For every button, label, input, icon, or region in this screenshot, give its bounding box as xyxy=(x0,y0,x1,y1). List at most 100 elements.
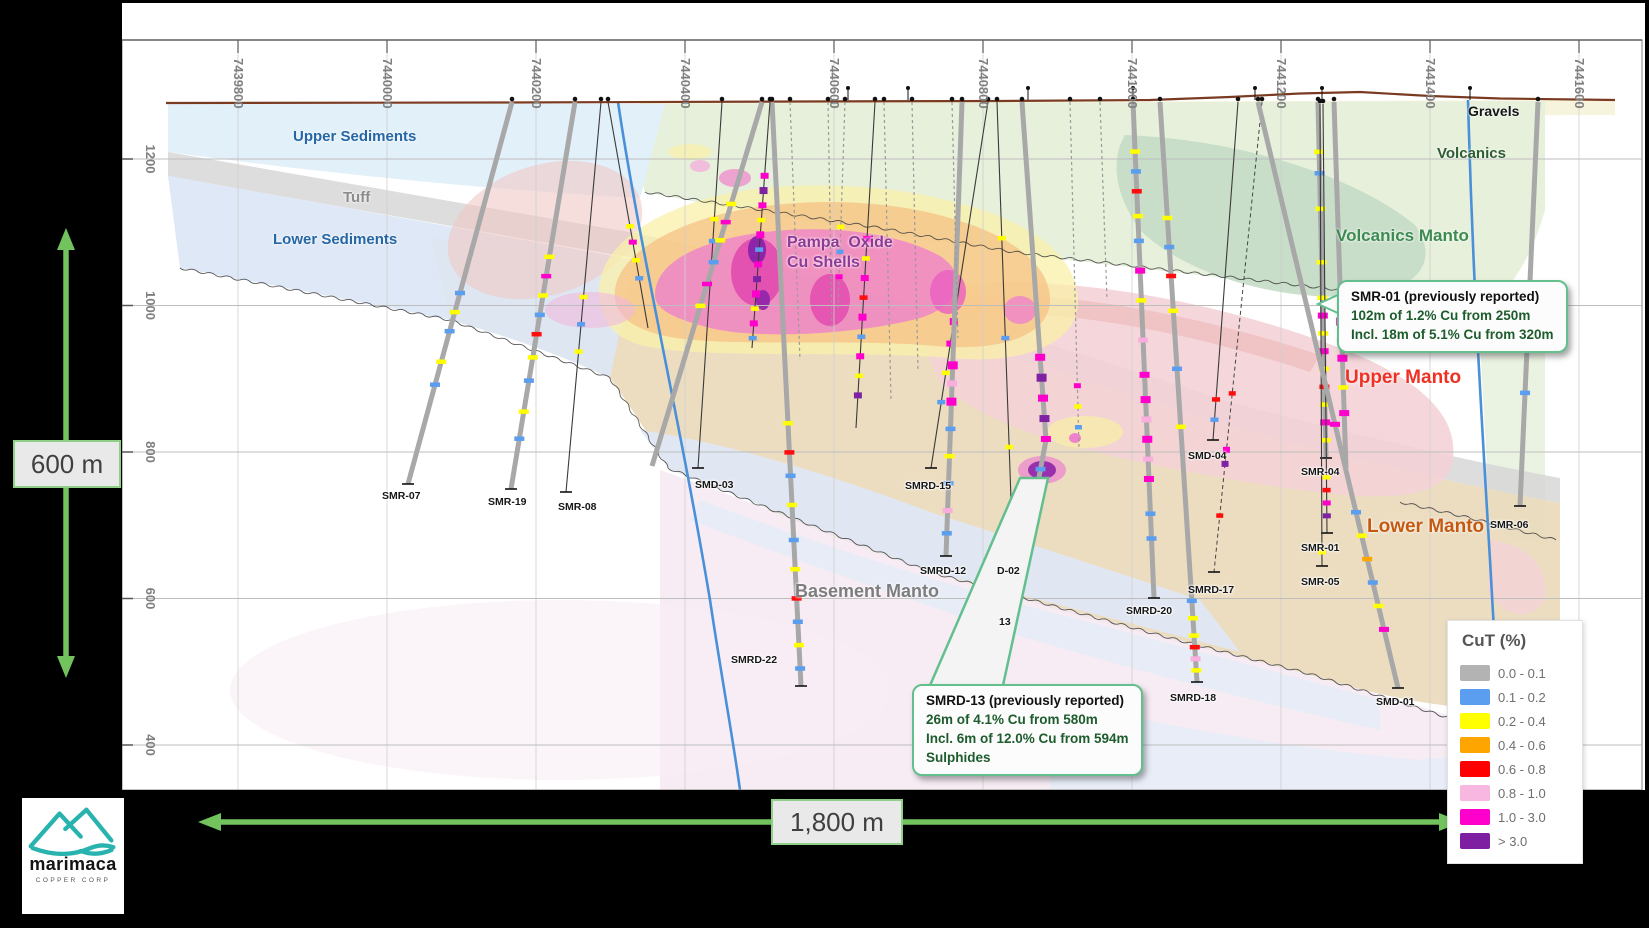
assay-interval xyxy=(1143,475,1154,482)
assay-interval xyxy=(720,219,731,225)
assay-interval xyxy=(1320,419,1331,426)
drillhole-trace-SMRD-12 xyxy=(943,101,965,557)
small-oxide-dot xyxy=(1069,433,1081,443)
assay-interval xyxy=(726,201,737,207)
horizontal-scale-text: 1,800 m xyxy=(790,806,884,837)
oxide-streak-west xyxy=(545,292,635,328)
mountain-icon xyxy=(28,807,116,856)
oxide-wisp xyxy=(690,160,710,172)
collar-dot xyxy=(1097,96,1103,102)
assay-interval xyxy=(710,216,719,222)
assay-interval xyxy=(1168,308,1179,314)
assay-interval xyxy=(1187,615,1198,621)
assay-interval xyxy=(758,202,767,209)
legend-row: 0.6 - 0.8 xyxy=(1460,757,1572,781)
assay-interval xyxy=(753,276,762,283)
assay-interval xyxy=(1322,487,1331,493)
assay-interval xyxy=(790,566,801,572)
assay-interval xyxy=(748,335,757,341)
assay-interval xyxy=(1036,373,1047,382)
collar-dot xyxy=(1317,98,1323,104)
axes: 7439800 7440000 7440200 7440400 7440600 74408… xyxy=(121,39,1643,791)
collar-dot xyxy=(909,96,915,102)
surface-line xyxy=(165,90,1616,105)
assay-interval xyxy=(1189,633,1200,638)
assay-interval xyxy=(541,273,552,279)
assay-interval xyxy=(1222,446,1230,453)
assay-interval xyxy=(1316,259,1327,265)
assay-interval xyxy=(750,306,759,311)
left-axis-tick-label: 400 xyxy=(143,734,158,756)
assay-interval xyxy=(1210,417,1219,422)
assay-interval xyxy=(1135,267,1146,274)
callout-smr01-line1: 102m of 1.2% Cu from 250m xyxy=(1351,307,1531,323)
legend-swatch xyxy=(1460,689,1490,705)
drillhole-trace xyxy=(789,101,801,361)
assay-interval xyxy=(628,239,637,245)
assay-interval xyxy=(1317,295,1328,301)
assay-interval xyxy=(702,281,712,287)
assay-interval xyxy=(795,666,806,671)
collar-dot xyxy=(719,96,725,102)
assay-interval xyxy=(1356,533,1367,538)
assay-interval xyxy=(1339,410,1350,417)
assay-interval xyxy=(449,309,460,315)
assay-interval xyxy=(1379,626,1389,632)
assay-interval xyxy=(858,313,867,321)
assay-interval xyxy=(754,261,763,268)
left-axis-tick-label: 800 xyxy=(143,441,158,463)
assay-interval xyxy=(749,320,758,327)
assay-interval xyxy=(1322,513,1331,519)
drillhole-trace-SMRD-17 xyxy=(1213,101,1263,573)
assay-interval xyxy=(1139,371,1150,378)
assay-interval xyxy=(626,224,634,229)
legend-rows: 0.0 - 0.1 0.1 - 0.2 0.2 - 0.4 0.4 - 0.6 0.6 … xyxy=(1460,661,1572,853)
assay-interval xyxy=(756,231,765,239)
collar-dot xyxy=(509,96,515,102)
legend-range-label: 0.0 - 0.1 xyxy=(1498,665,1546,681)
assay-interval xyxy=(1162,215,1173,221)
assay-interval xyxy=(856,353,865,360)
assay-interval xyxy=(436,359,447,365)
assay-interval xyxy=(1132,213,1143,219)
assay-interval xyxy=(715,238,726,243)
assay-interval xyxy=(1318,348,1329,355)
collar-dot xyxy=(1019,96,1025,102)
assay-interval xyxy=(1322,500,1331,506)
lower-sediments-region xyxy=(168,176,635,378)
assay-interval xyxy=(1314,170,1325,176)
assay-interval xyxy=(784,450,795,455)
assay-interval xyxy=(1143,456,1154,462)
collar-dot xyxy=(598,96,604,102)
assay-interval xyxy=(1133,238,1144,244)
assay-interval xyxy=(1330,421,1340,427)
legend-swatch xyxy=(1460,713,1490,729)
assay-interval xyxy=(859,295,868,300)
assay-interval xyxy=(430,382,441,387)
assay-interval xyxy=(946,397,957,406)
top-axis-tick-label: 7440200 xyxy=(529,58,544,109)
logo-name: marimaca xyxy=(29,854,117,874)
collar-pin xyxy=(1131,86,1135,90)
legend-swatch xyxy=(1460,761,1490,777)
drillhole-trace-SMRD-15 xyxy=(930,101,989,469)
legend-swatch xyxy=(1460,665,1490,681)
collar-dot xyxy=(1157,96,1163,102)
callout-smrd13-line3: Sulphides xyxy=(926,749,991,765)
collar-dot xyxy=(994,96,1000,102)
assay-interval xyxy=(514,436,525,441)
legend-row: 0.4 - 0.6 xyxy=(1460,733,1572,757)
assay-interval xyxy=(793,642,804,648)
frame-right xyxy=(1645,0,1649,928)
assay-interval xyxy=(1338,385,1349,390)
assay-interval xyxy=(1367,580,1378,585)
assay-interval xyxy=(1221,460,1229,467)
assay-interval xyxy=(836,249,844,255)
arrow-head-down xyxy=(57,656,75,678)
lower-manto-region xyxy=(430,238,1560,709)
callout-smrd13-line2: Incl. 6m of 12.0% Cu from 594m xyxy=(926,730,1129,746)
callout-smr01: SMR-01 (previously reported) 102m of 1.2… xyxy=(1337,280,1568,353)
legend-row: 0.1 - 0.2 xyxy=(1460,685,1572,709)
assay-interval xyxy=(861,256,870,261)
assay-interval xyxy=(1520,390,1531,396)
